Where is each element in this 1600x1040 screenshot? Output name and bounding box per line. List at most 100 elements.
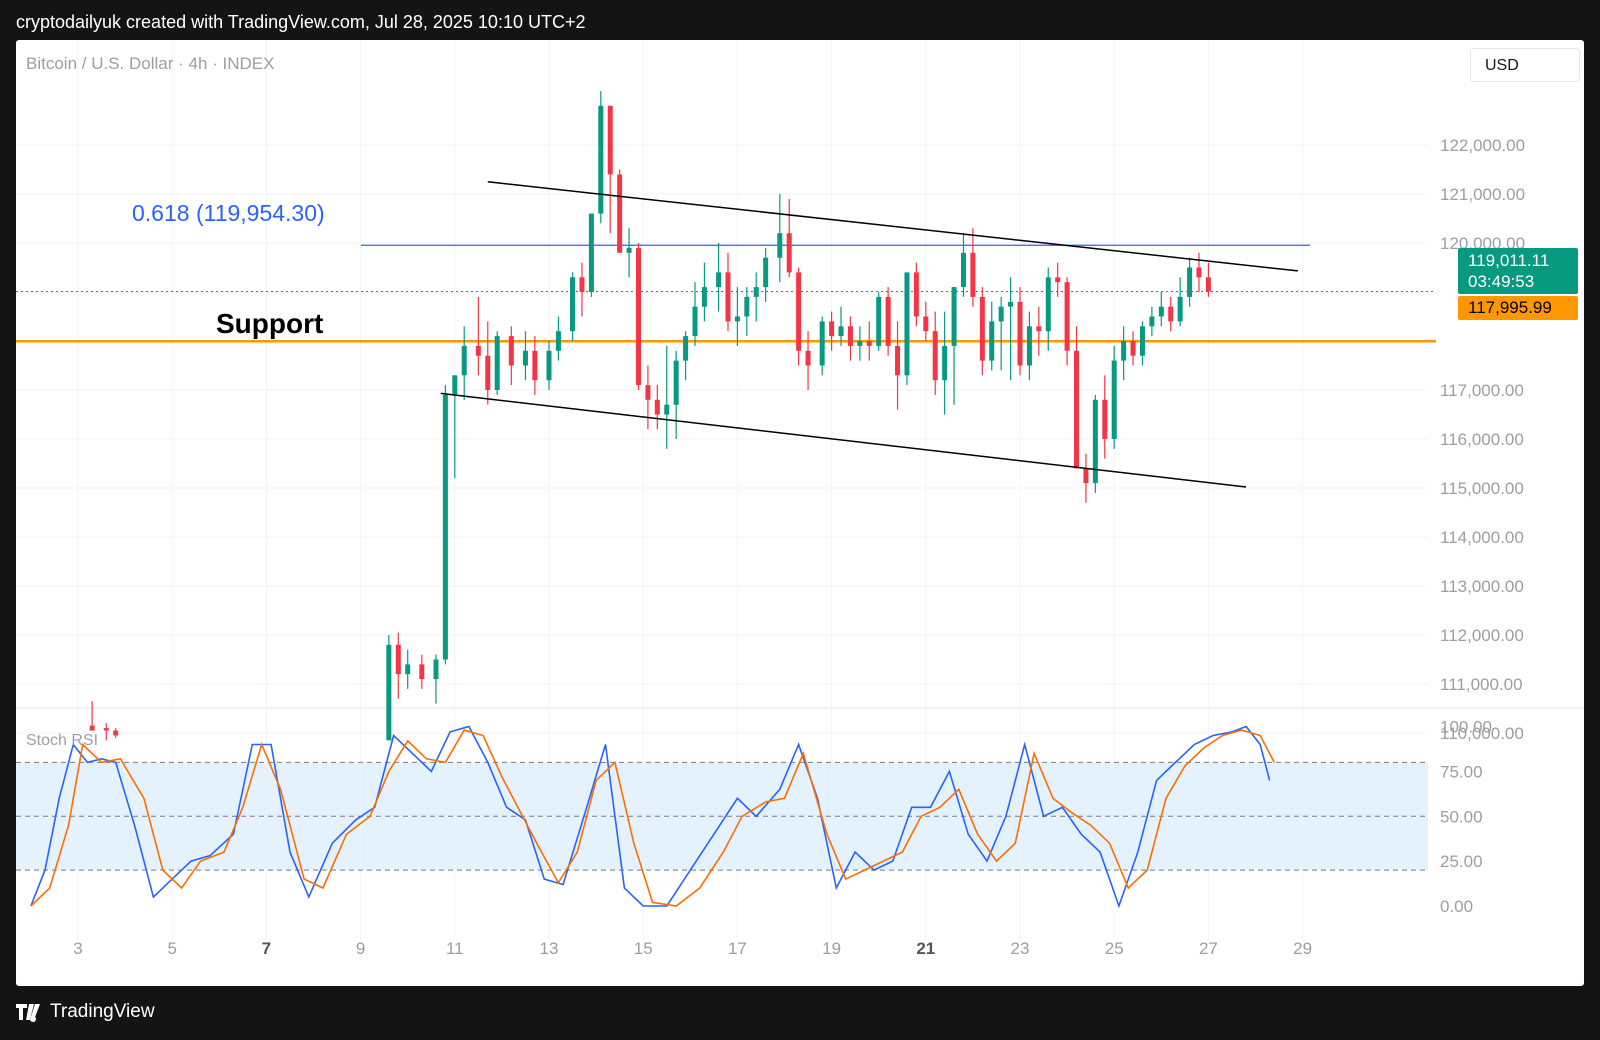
candle-up (1008, 301, 1014, 307)
time-axis-tick: 9 (356, 939, 365, 958)
chart-panel[interactable]: 122,000.00 121,000.00 120,000.00 117,000.00… (16, 40, 1584, 986)
candle-up (701, 287, 707, 307)
candle-up (904, 272, 910, 376)
candle-up (494, 336, 500, 390)
last-price-value: 119,011.11 (1468, 251, 1550, 270)
channel-lower-trendline (440, 392, 1247, 488)
candle-up (1111, 360, 1117, 439)
candle-down (617, 174, 623, 253)
candle-up (838, 326, 844, 337)
candle-up (673, 360, 679, 405)
candle-up (546, 350, 552, 381)
price-axis-tick: 110,000.00 (1440, 724, 1524, 743)
candle-down (1017, 301, 1023, 366)
candle-down (913, 272, 919, 317)
last-price-badge: 119,011.11 03:49:53 (1458, 248, 1578, 294)
candle-up (1092, 399, 1098, 484)
candle-down (796, 272, 802, 351)
candle-up (598, 105, 604, 214)
stoch-axis-tick: 50.00 (1440, 807, 1483, 826)
candle-up (1045, 277, 1051, 332)
candle-up (1187, 267, 1193, 297)
candle-up (588, 213, 594, 292)
candle-down (419, 664, 425, 680)
price-axis-tick: 117,000.00 (1440, 381, 1524, 400)
candle-down (895, 345, 901, 376)
candle-down (1064, 282, 1070, 351)
attribution-text: cryptodailyuk created with TradingView.c… (16, 12, 586, 32)
candle-up (876, 296, 882, 346)
candle-up (626, 247, 632, 253)
price-axis-tick: 115,000.00 (1440, 479, 1524, 498)
candle-up (960, 252, 966, 288)
time-axis-tick: 15 (634, 939, 653, 958)
currency-selector[interactable]: USD (1470, 48, 1580, 82)
candle-up (744, 296, 750, 317)
channel-upper-trendline (487, 181, 1298, 272)
time-axis-tick: 29 (1293, 939, 1312, 958)
candle-up (942, 345, 948, 381)
chart-canvas[interactable]: 122,000.00121,000.00120,000.00117,000.00… (16, 40, 1584, 986)
candle-up (683, 336, 689, 361)
candle-down (923, 316, 929, 332)
candle-down (475, 345, 481, 356)
time-axis-tick: 5 (167, 939, 176, 958)
candle-up (386, 644, 392, 741)
candle-up (433, 659, 439, 680)
candle-up (522, 350, 528, 366)
candle-up (989, 321, 995, 361)
footer: TradingView (0, 986, 1600, 1040)
candle-down (113, 730, 119, 736)
candle-up (753, 287, 759, 297)
stoch-k-line (30, 725, 1271, 909)
candle-up (819, 321, 825, 366)
time-axis-tick: 23 (1011, 939, 1030, 958)
candle-up (570, 277, 576, 332)
time-axis-tick: 3 (73, 939, 82, 958)
candle-up (734, 316, 740, 322)
candle-down (1083, 468, 1089, 484)
price-axis-tick: 113,000.00 (1440, 577, 1524, 596)
candle-up (452, 375, 458, 395)
candle-up (998, 306, 1004, 322)
candle-up (461, 345, 467, 376)
candle-down (508, 336, 514, 366)
time-axis-tick: 7 (262, 939, 271, 958)
price-axis-tick: 114,000.00 (1440, 528, 1524, 547)
fib-level-label: 0.618 (119,954.30) (132, 200, 325, 226)
time-axis-tick: 27 (1199, 939, 1218, 958)
symbol-title[interactable]: Bitcoin / U.S. Dollar · 4h · INDEX (26, 54, 275, 73)
candle-down (786, 233, 792, 273)
stoch-d-line (30, 729, 1276, 907)
candle-down (607, 105, 613, 175)
candle-down (654, 399, 660, 415)
candle-down (395, 644, 401, 675)
candle-up (857, 341, 863, 346)
candle-down (866, 341, 872, 346)
candle-up (442, 394, 448, 660)
stoch-axis-tick: 0.00 (1440, 897, 1473, 916)
candle-down (1036, 326, 1042, 332)
candle-down (847, 326, 853, 346)
stoch-rsi-label[interactable]: Stoch RSI (26, 732, 99, 749)
candle-up (1121, 341, 1127, 361)
candle-down (532, 350, 538, 381)
candle-down (1074, 350, 1080, 469)
price-axis-tick: 121,000.00 (1440, 185, 1525, 204)
candle-up (1177, 296, 1183, 322)
candle-up (1158, 306, 1164, 317)
candle-down (1055, 277, 1061, 283)
stoch-axis-tick: 75.00 (1440, 762, 1483, 781)
time-axis-tick: 19 (822, 939, 841, 958)
candle-down (970, 252, 976, 297)
candle-up (1026, 326, 1032, 366)
candle-down (1205, 277, 1211, 292)
candle-down (829, 321, 835, 337)
candle-down (1196, 267, 1202, 278)
candle-up (1149, 316, 1155, 327)
candle-up (692, 306, 698, 337)
time-axis-tick: 21 (916, 939, 935, 958)
candle-down (485, 355, 491, 390)
stoch-axis-tick: 25.00 (1440, 852, 1483, 871)
candle-down (805, 350, 811, 366)
